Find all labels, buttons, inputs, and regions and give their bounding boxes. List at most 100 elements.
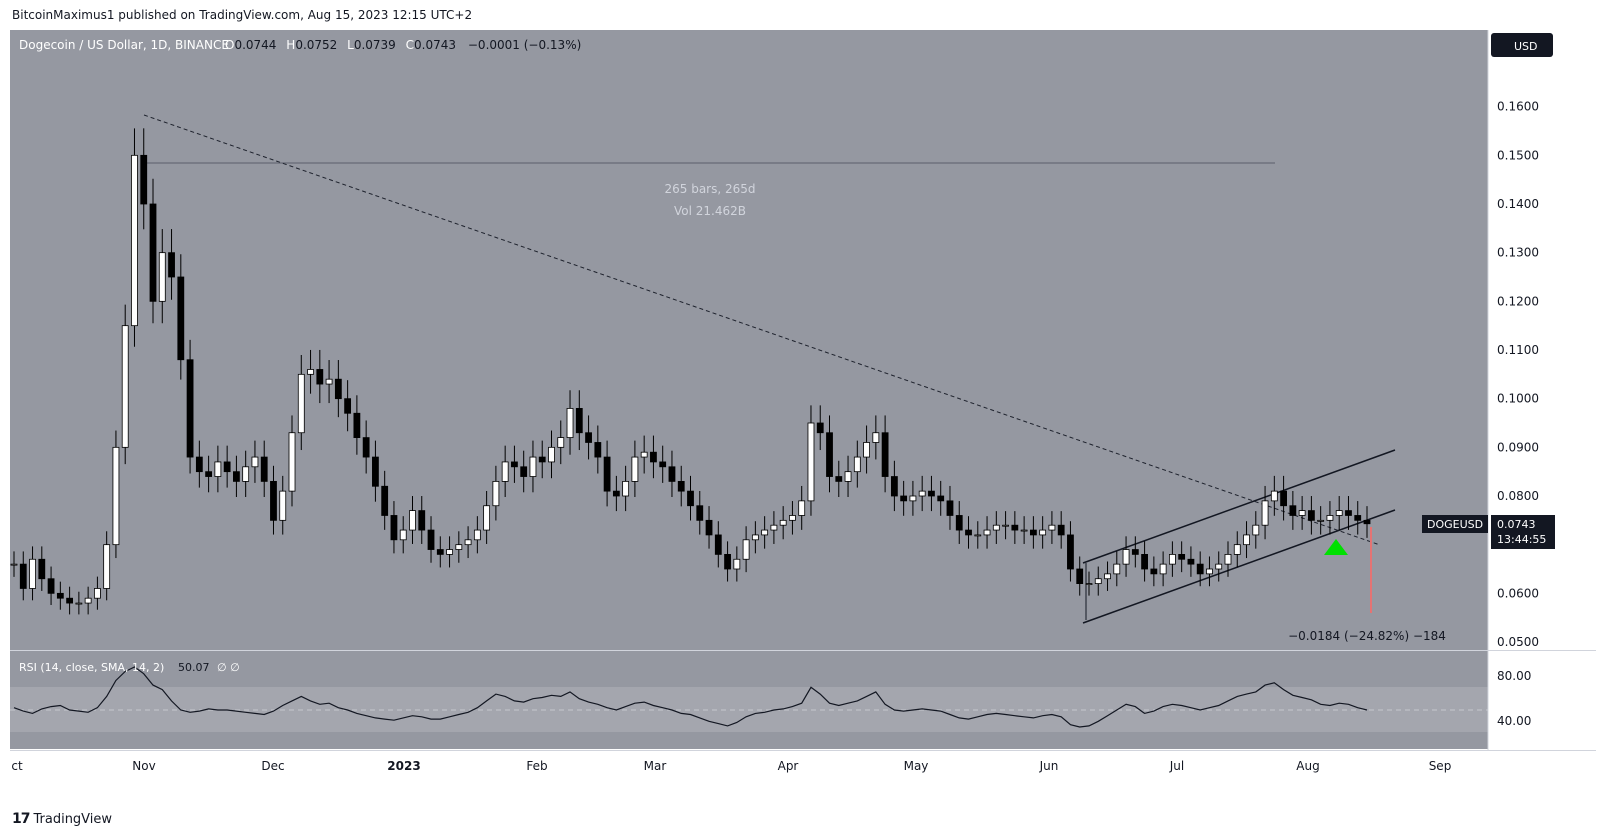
candle-body xyxy=(992,524,1000,531)
ohlc-o-label: O xyxy=(225,38,234,52)
time-tick-label: Sep xyxy=(1429,759,1452,773)
candle-body xyxy=(789,515,796,521)
candle-body xyxy=(983,529,991,536)
candle-body xyxy=(56,592,64,599)
price-tick-label: 0.1100 xyxy=(1497,343,1539,357)
price-axis-bg xyxy=(1488,30,1596,750)
rsi-extra: ∅ ∅ xyxy=(217,661,240,674)
candle-body xyxy=(650,451,657,463)
candle-body xyxy=(538,456,546,463)
candle-body xyxy=(362,437,370,458)
candle-body xyxy=(251,456,259,468)
candle-body xyxy=(1363,519,1371,525)
candle-body xyxy=(1298,510,1306,516)
candle-body xyxy=(1243,534,1250,546)
descending-trendline xyxy=(143,114,1381,546)
candle-body xyxy=(909,495,917,502)
time-tick-label: May xyxy=(904,759,929,773)
candle-body xyxy=(918,490,926,497)
candle-body xyxy=(863,442,870,458)
candle-body xyxy=(149,203,157,302)
candle-body xyxy=(66,597,74,604)
candle-body xyxy=(1122,549,1130,565)
candle-body xyxy=(1326,515,1334,521)
candle-body xyxy=(1085,583,1093,585)
candle-body xyxy=(1141,554,1148,570)
candle-body xyxy=(696,505,704,521)
footer-brand[interactable]: 17 TradingView xyxy=(12,811,112,827)
chart-frame[interactable]: 265 bars, 265d Vol 21.462B −0.0184 (−24.… xyxy=(10,30,1596,800)
candle-body xyxy=(112,446,120,546)
candle-body xyxy=(965,529,972,536)
candle-body xyxy=(659,461,667,468)
candle-body xyxy=(372,456,379,487)
candle-body xyxy=(1307,510,1315,521)
candle-body xyxy=(1187,558,1195,565)
ohlc-c: 0.0743 xyxy=(414,38,456,52)
candle-body xyxy=(1345,510,1352,516)
symbol-tag: DOGEUSD xyxy=(1427,518,1483,531)
candle-body xyxy=(1011,524,1019,531)
rsi-tick-40: 40.00 xyxy=(1497,714,1531,728)
candle-body xyxy=(575,407,583,434)
price-tick-label: 0.0800 xyxy=(1497,489,1539,503)
candle-body xyxy=(937,495,945,502)
volume-range-label: Vol 21.462B xyxy=(674,204,746,218)
publish-header: BitcoinMaximus1 published on TradingView… xyxy=(12,8,473,22)
candle-body xyxy=(1113,563,1121,575)
candle-body xyxy=(779,519,787,526)
candle-body xyxy=(511,461,518,468)
candle-body xyxy=(464,539,472,546)
candle-body xyxy=(1289,505,1297,516)
price-tag-countdown: 13:44:55 xyxy=(1497,533,1546,546)
time-tick-label: Jul xyxy=(1169,759,1184,773)
candle-body xyxy=(1150,568,1158,575)
price-tick-label: 0.0500 xyxy=(1497,635,1539,649)
candle-body xyxy=(1104,573,1111,580)
currency-button-label[interactable]: USD xyxy=(1514,40,1538,53)
time-tick-label: Jun xyxy=(1039,759,1059,773)
candle-body xyxy=(844,471,852,482)
candle-body xyxy=(1039,529,1047,536)
candle-body xyxy=(807,422,815,502)
time-tick-label: Mar xyxy=(644,759,667,773)
candle-body xyxy=(270,480,277,521)
candle-body xyxy=(881,432,889,477)
candle-body xyxy=(38,558,46,580)
candle-body xyxy=(974,534,982,537)
candle-body xyxy=(473,529,481,541)
candle-body xyxy=(1270,490,1278,502)
time-axis-ticks: ct Nov Dec 2023 Feb Mar Apr May Jun Jul Aug Sep xyxy=(11,759,1451,773)
tradingview-logo-icon: 17 xyxy=(12,811,31,827)
candle-body xyxy=(399,529,407,541)
candle-body xyxy=(94,588,101,599)
time-tick-label: Apr xyxy=(778,759,799,773)
candle-body xyxy=(585,432,592,443)
green-up-arrow xyxy=(1324,539,1348,555)
currency-button-bg[interactable] xyxy=(1491,33,1553,57)
time-tick-label: 2023 xyxy=(387,759,420,773)
candle-body xyxy=(1178,554,1186,560)
candle-body xyxy=(816,422,824,434)
time-tick-label: Feb xyxy=(526,759,547,773)
candle-body xyxy=(1354,515,1362,521)
chart-svg[interactable]: 265 bars, 265d Vol 21.462B −0.0184 (−24.… xyxy=(10,30,1596,800)
candle-body xyxy=(603,456,611,492)
candle-body xyxy=(1057,524,1065,536)
candle-body xyxy=(168,252,175,278)
candle-body xyxy=(1131,549,1139,555)
candle-body xyxy=(177,276,185,361)
candle-body xyxy=(668,466,676,482)
time-tick-label: Dec xyxy=(261,759,284,773)
price-tick-label: 0.1000 xyxy=(1497,392,1539,406)
candle-body xyxy=(1159,563,1167,575)
candle-body xyxy=(900,495,908,502)
candle-body xyxy=(1215,563,1223,570)
candle-body xyxy=(214,461,222,477)
time-tick-label: Aug xyxy=(1296,759,1319,773)
candle-body xyxy=(121,325,129,448)
candle-body xyxy=(297,373,305,434)
candle-body xyxy=(955,515,963,531)
candle-body xyxy=(492,480,500,507)
candle-body xyxy=(622,480,630,497)
